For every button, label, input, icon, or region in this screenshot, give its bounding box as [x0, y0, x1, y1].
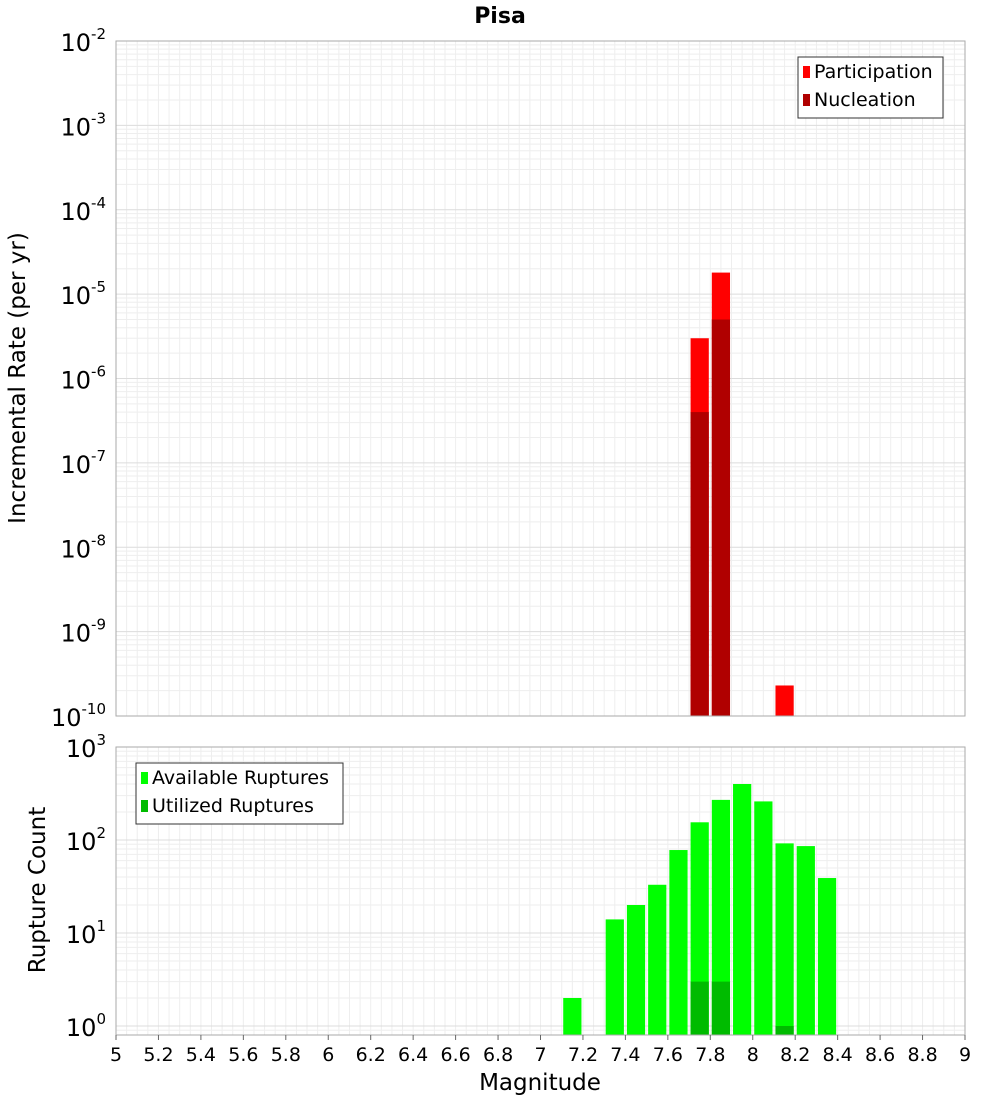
- legend-label: Available Ruptures: [152, 767, 329, 789]
- legend-box: [135, 762, 344, 825]
- bar-series-1: [626, 904, 646, 1035]
- legend: Participation Nucleation: [797, 56, 944, 119]
- y-tick-label: 101: [66, 917, 106, 949]
- legend-swatch: [141, 772, 148, 784]
- x-tick-label: 7: [534, 1044, 546, 1066]
- bar-series-2: [690, 981, 709, 1035]
- x-tick-label: 6.4: [398, 1044, 428, 1066]
- bar-series-1: [796, 846, 815, 1035]
- x-tick-label: 5: [110, 1044, 122, 1066]
- y-tick-label: 102: [66, 824, 106, 856]
- bar-series-2: [711, 981, 731, 1035]
- x-tick-label: 5.6: [228, 1044, 258, 1066]
- y-tick-label: 10-6: [60, 363, 106, 395]
- bar-series-2: [775, 1025, 794, 1035]
- x-tick-label: 7.4: [610, 1044, 640, 1066]
- bar-series-1: [711, 799, 731, 1035]
- x-tick-label: 6.6: [440, 1044, 470, 1066]
- y-tick-label: 10-9: [60, 616, 106, 648]
- x-tick-label: 8.4: [823, 1044, 853, 1066]
- x-tick-label: 7.6: [653, 1044, 683, 1066]
- panel-2: 103 102 101 100 Available Ruptures Utilized R…: [66, 731, 966, 1042]
- x-tick-label: 5.8: [271, 1044, 301, 1066]
- y-tick-label: 10-10: [51, 700, 106, 732]
- bar-series-1: [733, 784, 752, 1035]
- bar-series-1: [605, 919, 624, 1035]
- x-axis-label: Magnitude: [479, 1070, 601, 1096]
- bar-series-2: [690, 412, 709, 716]
- plot-layer: 10-2 10-3 10-4 10-5 10-6 10-7 10-8 10-9 10-10 Par…: [51, 25, 971, 1066]
- chart-title: Pisa: [474, 4, 526, 29]
- y-tick-label: 10-2: [60, 25, 106, 57]
- x-tick-label: 9: [959, 1044, 971, 1066]
- bar-series-1: [669, 850, 688, 1035]
- x-tick-label: 8.8: [907, 1044, 937, 1066]
- top-y-axis-label: Incremental Rate (per yr): [5, 232, 31, 524]
- x-tick-label: 7.8: [695, 1044, 725, 1066]
- x-tick-label: 8.6: [865, 1044, 895, 1066]
- y-tick-label: 10-5: [60, 278, 106, 310]
- bar-series-1: [775, 685, 794, 716]
- y-tick-label: 10-4: [60, 194, 106, 226]
- bar-series-1: [775, 843, 794, 1035]
- x-tick-label: 8.2: [780, 1044, 810, 1066]
- x-tick-label: 6.8: [483, 1044, 513, 1066]
- x-tick-label: 8: [747, 1044, 759, 1066]
- bar-series-1: [817, 878, 837, 1035]
- plot-border: [115, 40, 966, 717]
- legend-swatch: [141, 800, 148, 812]
- legend-swatch: [803, 94, 810, 106]
- x-tick-label: 5.4: [186, 1044, 216, 1066]
- legend-swatch: [803, 66, 810, 78]
- y-tick-label: 103: [66, 731, 106, 763]
- legend-label: Nucleation: [814, 89, 916, 111]
- legend-box: [797, 56, 944, 119]
- legend-label: Participation: [814, 61, 933, 83]
- bar-series-1: [563, 997, 582, 1035]
- x-tick-label: 7.2: [568, 1044, 598, 1066]
- x-tick-label: 5.2: [143, 1044, 173, 1066]
- x-tick-label: 6.2: [356, 1044, 386, 1066]
- legend: Available Ruptures Utilized Ruptures: [135, 762, 344, 825]
- y-tick-label: 10-8: [60, 531, 106, 563]
- panel-1: 10-2 10-3 10-4 10-5 10-6 10-7 10-8 10-9 10-10 Par…: [51, 25, 966, 732]
- legend-label: Utilized Ruptures: [152, 795, 314, 817]
- bar-series-1: [754, 801, 773, 1035]
- bottom-y-axis-label: Rupture Count: [25, 807, 51, 973]
- y-tick-label: 10-3: [60, 109, 106, 141]
- bar-series-1: [648, 884, 667, 1035]
- bar-series-2: [711, 319, 731, 716]
- x-tick-label: 6: [322, 1044, 334, 1066]
- y-tick-label: 10-7: [60, 447, 106, 479]
- y-tick-label: 100: [66, 1010, 106, 1042]
